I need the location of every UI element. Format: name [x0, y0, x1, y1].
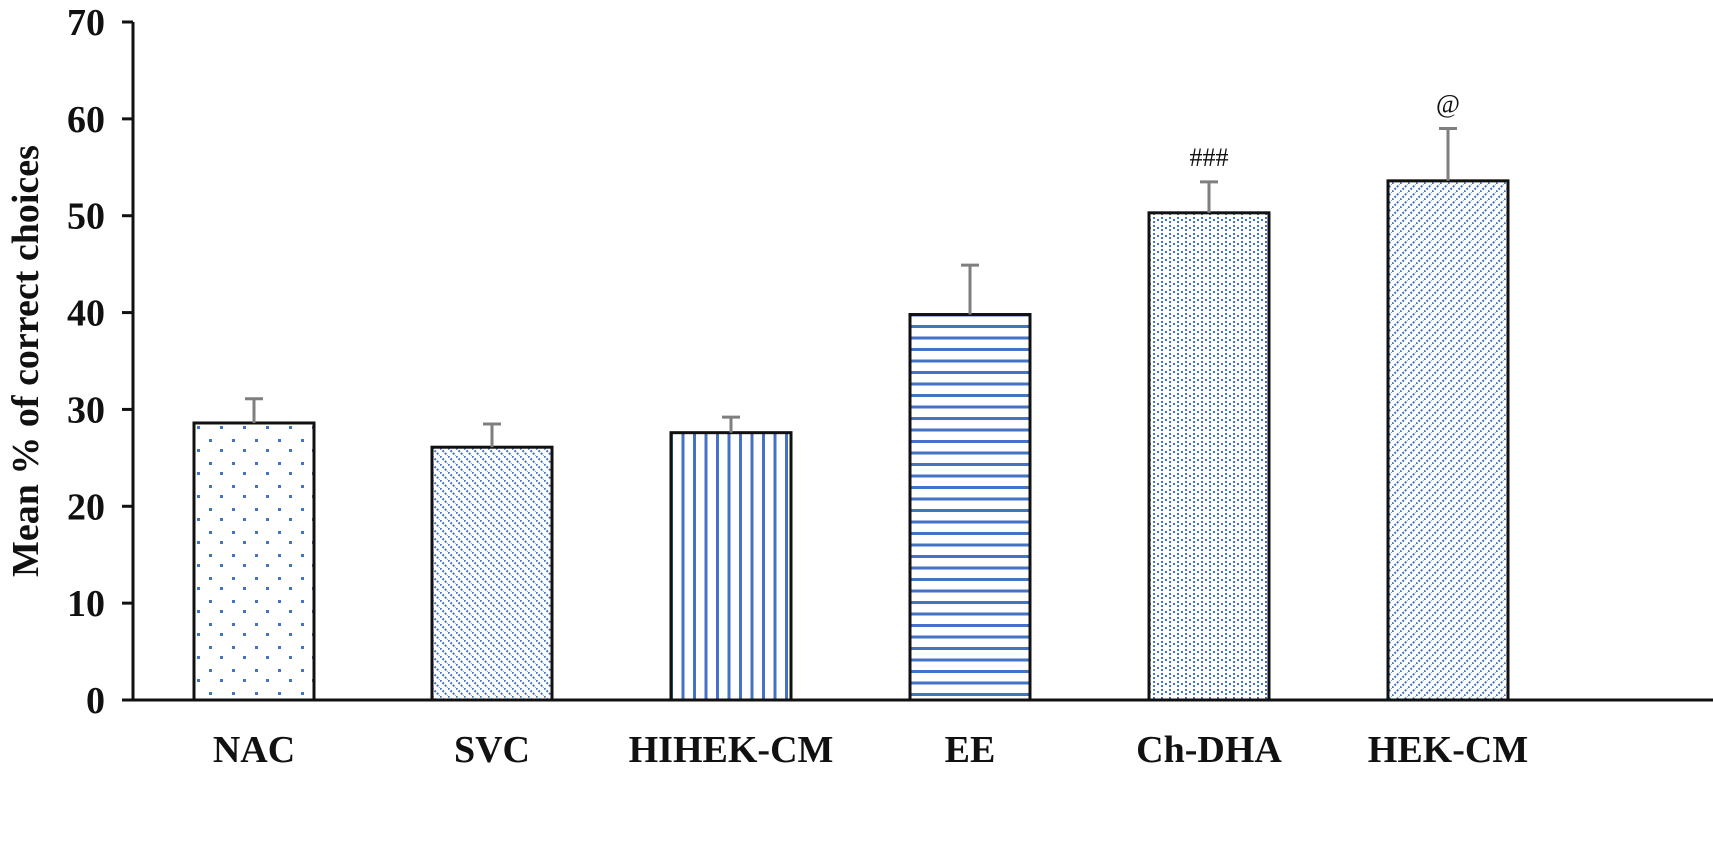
y-tick-label: 40 — [67, 293, 105, 335]
x-tick-label: SVC — [454, 729, 530, 771]
bars-layer: ### @ — [192, 90, 1510, 702]
y-tick-label: 20 — [67, 486, 105, 528]
significance-annotation: ### — [1190, 143, 1229, 172]
x-tick-label: HEK-CM — [1368, 729, 1528, 771]
bar-fill — [194, 422, 314, 700]
y-tick-label: 50 — [67, 196, 105, 238]
y-tick-label: 0 — [86, 680, 105, 722]
bar-fill — [432, 447, 552, 700]
y-tick-label: 70 — [67, 2, 105, 44]
bar-fill — [1388, 180, 1508, 701]
y-tick-label: 60 — [67, 99, 105, 141]
x-tick-label: Ch-DHA — [1136, 729, 1282, 771]
significance-annotation: @ — [1436, 90, 1460, 119]
x-tick-label: NAC — [213, 729, 295, 771]
y-tick-label: 30 — [67, 389, 105, 431]
bar-fill — [910, 314, 1030, 700]
axes-layer: 0 10 20 30 40 50 60 70 NAC SVC HIHEK-CM EE Ch-DHA HEK… — [67, 2, 1713, 771]
bar-fill — [1149, 212, 1269, 700]
y-tick-label: 10 — [67, 583, 105, 625]
bar-fill — [671, 432, 791, 700]
x-tick-label: EE — [945, 729, 996, 771]
x-tick-label: HIHEK-CM — [629, 729, 834, 771]
y-axis-label: Mean % of correct choices — [5, 145, 47, 577]
